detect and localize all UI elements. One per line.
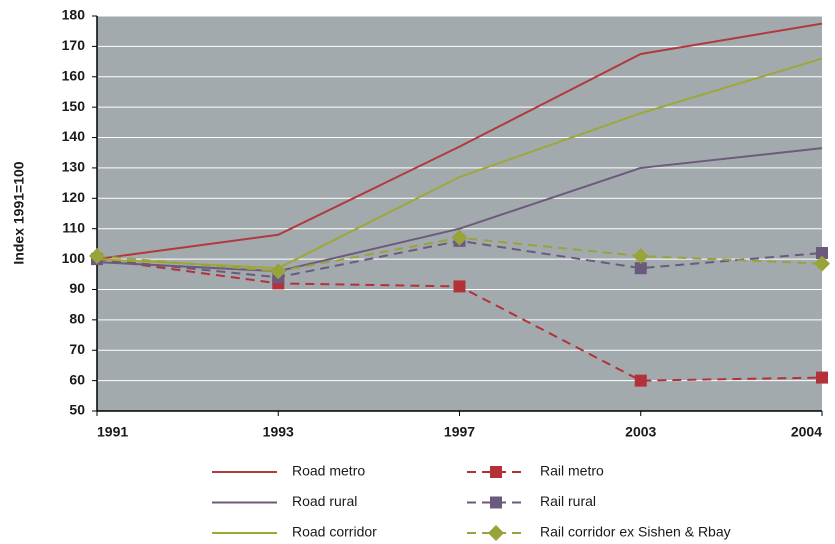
y-axis-label: Index 1991=100 bbox=[11, 161, 27, 264]
legend-marker bbox=[490, 496, 502, 509]
data-point bbox=[814, 255, 830, 272]
data-point bbox=[632, 248, 649, 265]
legend-marker bbox=[488, 525, 504, 541]
legend-label: Rail metro bbox=[540, 463, 604, 479]
y-tick-label: 140 bbox=[62, 128, 86, 144]
legend-label: Road corridor bbox=[292, 524, 377, 540]
x-tick-label: 1991 bbox=[97, 424, 128, 440]
plot-area bbox=[97, 16, 822, 411]
y-tick-label: 60 bbox=[69, 371, 85, 387]
y-tick-label: 150 bbox=[62, 98, 86, 114]
y-tick-label: 80 bbox=[69, 311, 85, 327]
y-tick-label: 160 bbox=[62, 67, 86, 83]
legend-label: Rail corridor ex Sishen & Rbay bbox=[540, 524, 731, 540]
legend-label: Road metro bbox=[292, 463, 365, 479]
series-line bbox=[96, 147, 823, 273]
x-tick-label: 2003 bbox=[625, 424, 656, 440]
y-tick-label: 110 bbox=[62, 219, 85, 235]
series-line bbox=[96, 57, 823, 270]
data-point bbox=[816, 247, 828, 259]
data-point bbox=[270, 263, 287, 280]
data-point bbox=[451, 229, 468, 246]
series-line bbox=[96, 22, 823, 261]
y-tick-label: 180 bbox=[62, 7, 86, 23]
y-tick-label: 50 bbox=[69, 402, 85, 418]
data-point bbox=[634, 262, 647, 275]
x-tick-label: 2004 bbox=[791, 424, 822, 440]
legend-label: Road rural bbox=[292, 493, 357, 509]
x-tick-label: 1993 bbox=[263, 424, 294, 440]
y-tick-label: 70 bbox=[69, 341, 85, 357]
data-point bbox=[816, 371, 828, 384]
legend-label: Rail rural bbox=[540, 493, 596, 509]
x-tick-label: 1997 bbox=[444, 424, 475, 440]
y-tick-label: 90 bbox=[69, 280, 85, 296]
data-point bbox=[634, 374, 647, 387]
legend-marker bbox=[490, 466, 502, 478]
y-tick-label: 120 bbox=[62, 189, 86, 205]
y-tick-label: 130 bbox=[62, 159, 86, 175]
y-tick-label: 170 bbox=[62, 37, 86, 53]
y-tick-label: 100 bbox=[62, 250, 86, 266]
data-point bbox=[453, 280, 466, 293]
data-point bbox=[89, 248, 105, 265]
